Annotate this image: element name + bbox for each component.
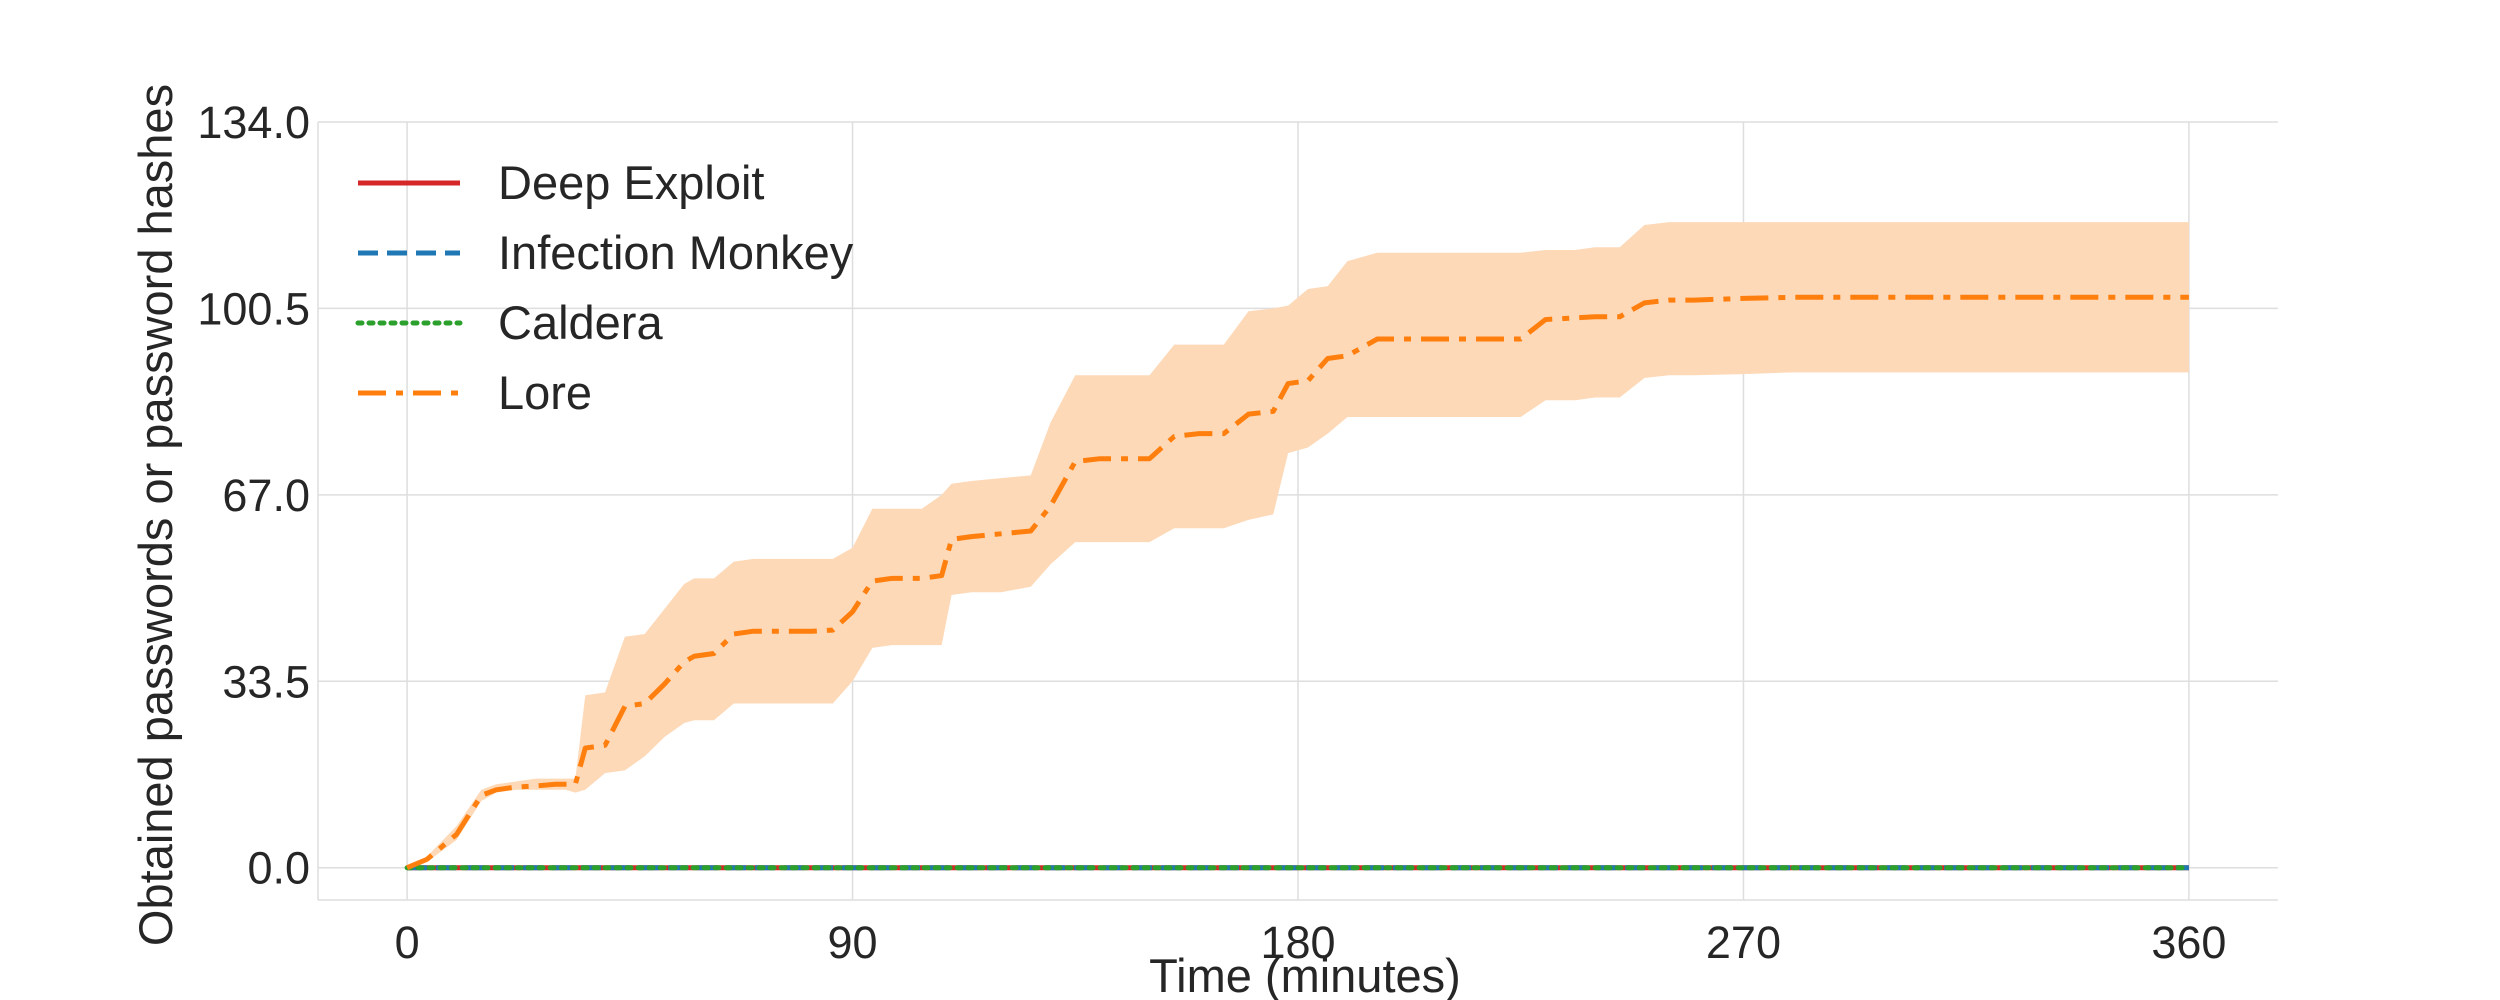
x-tick-label: 360 bbox=[2151, 917, 2226, 968]
confidence-bands bbox=[407, 222, 2189, 868]
x-tick-label: 90 bbox=[828, 917, 878, 968]
y-tick-label: 67.0 bbox=[222, 470, 310, 521]
y-tick-label: 134.0 bbox=[197, 97, 310, 148]
legend-label: Lore bbox=[498, 366, 592, 419]
series-lines bbox=[404, 294, 2192, 871]
legend-label: Infection Monkey bbox=[498, 226, 854, 279]
legend-item-caldera: Caldera bbox=[355, 296, 663, 349]
legend-item-infection-monkey: Infection Monkey bbox=[358, 226, 854, 279]
legend: Deep Exploit Infection Monkey Caldera Lore bbox=[355, 156, 854, 419]
legend-item-lore: Lore bbox=[358, 366, 592, 419]
x-tick-labels: 0 90 180 270 360 bbox=[395, 917, 2227, 968]
x-tick-label: 0 bbox=[395, 917, 420, 968]
y-tick-label: 33.5 bbox=[222, 656, 310, 707]
legend-item-deep-exploit: Deep Exploit bbox=[358, 156, 765, 209]
x-tick-label: 270 bbox=[1706, 917, 1781, 968]
y-tick-label: 100.5 bbox=[197, 283, 310, 334]
legend-label: Caldera bbox=[498, 296, 663, 349]
legend-label: Deep Exploit bbox=[498, 156, 765, 209]
series-line-lore bbox=[406, 294, 2189, 871]
x-tick-label: 180 bbox=[1260, 917, 1335, 968]
x-axis-title: Time (minutes) bbox=[1149, 949, 1461, 1000]
axes bbox=[317, 122, 2278, 901]
y-axis-title: Obtained passwords or password hashes bbox=[129, 84, 182, 946]
y-tick-label: 0.0 bbox=[247, 843, 310, 894]
band-lore bbox=[407, 222, 2189, 868]
y-tick-labels: 0.0 33.5 67.0 100.5 134.0 bbox=[197, 97, 310, 894]
